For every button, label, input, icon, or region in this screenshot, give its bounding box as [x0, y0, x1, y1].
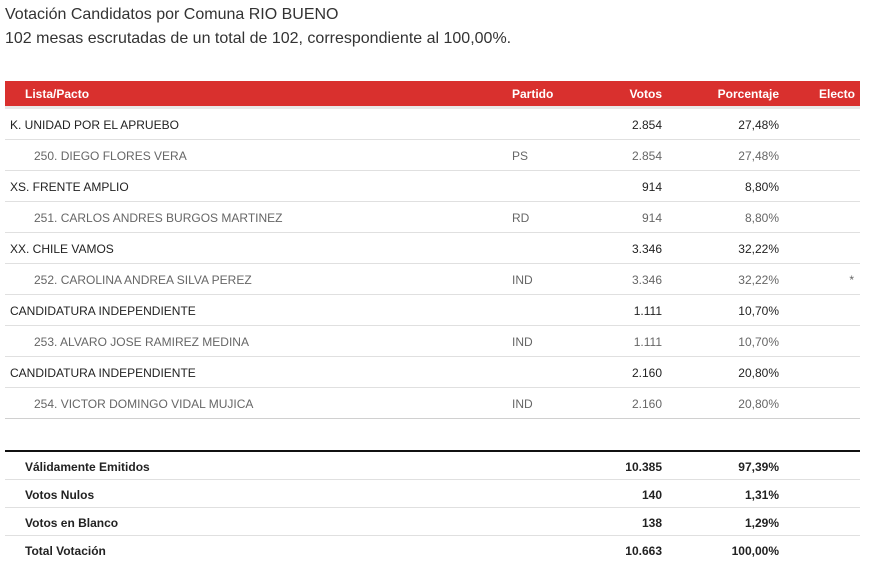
totals-label: Votos en Blanco: [25, 516, 119, 530]
table-end-divider: [5, 418, 860, 419]
row-votos: 2.854: [631, 149, 662, 163]
row-name: 254. VICTOR DOMINGO VIDAL MUJICA: [34, 397, 254, 411]
row-name: XS. FRENTE AMPLIO: [10, 180, 129, 194]
row-porcentaje: 8,80%: [744, 211, 779, 225]
row-porcentaje: 32,22%: [738, 273, 779, 287]
row-porcentaje: 8,80%: [744, 180, 779, 194]
list-row: CANDIDATURA INDEPENDIENTE 1.111 10,70%: [5, 295, 860, 326]
row-porcentaje: 32,22%: [738, 242, 779, 256]
totals-label: Votos Nulos: [25, 488, 95, 502]
row-partido: IND: [512, 335, 533, 349]
header-lista: Lista/Pacto: [25, 87, 90, 101]
totals-row: Válidamente Emitidos 10.385 97,39%: [5, 452, 860, 480]
page-title: Votación Candidatos por Comuna RIO BUENO: [5, 6, 339, 23]
header-votos: Votos: [629, 87, 662, 101]
totals-porcentaje: 1,31%: [744, 488, 779, 502]
row-votos: 1.111: [633, 335, 662, 349]
row-name: CANDIDATURA INDEPENDIENTE: [10, 366, 196, 380]
header-partido: Partido: [512, 87, 554, 101]
row-name: 251. CARLOS ANDRES BURGOS MARTINEZ: [34, 211, 283, 225]
list-row: XS. FRENTE AMPLIO 914 8,80%: [5, 171, 860, 202]
header-electo: Electo: [818, 87, 855, 101]
totals-label: Válidamente Emitidos: [25, 460, 150, 474]
row-electo: *: [849, 273, 854, 287]
totals-row: Votos Nulos 140 1,31%: [5, 480, 860, 508]
totals-table: Válidamente Emitidos 10.385 97,39% Votos…: [5, 450, 860, 563]
list-row: CANDIDATURA INDEPENDIENTE 2.160 20,80%: [5, 357, 860, 388]
candidate-row: 252. CAROLINA ANDREA SILVA PEREZ IND 3.3…: [5, 264, 860, 295]
header-porcentaje: Porcentaje: [717, 87, 779, 101]
row-votos: 1.111: [633, 304, 662, 318]
row-votos: 914: [641, 180, 662, 194]
row-porcentaje: 27,48%: [738, 118, 779, 132]
totals-votos: 138: [641, 516, 662, 530]
totals-votos: 10.663: [625, 544, 662, 558]
row-partido: RD: [512, 211, 530, 225]
totals-porcentaje: 97,39%: [738, 460, 779, 474]
totals-porcentaje: 100,00%: [731, 544, 779, 558]
totals-row: Total Votación 10.663 100,00%: [5, 536, 860, 563]
row-votos: 2.160: [631, 366, 662, 380]
row-name: 252. CAROLINA ANDREA SILVA PEREZ: [34, 273, 252, 287]
row-porcentaje: 27,48%: [738, 149, 779, 163]
page-subtitle: 102 mesas escrutadas de un total de 102,…: [5, 30, 512, 47]
list-row: XX. CHILE VAMOS 3.346 32,22%: [5, 233, 860, 264]
row-votos: 3.346: [631, 273, 662, 287]
table-header: Lista/Pacto Partido Votos Porcentaje Ele…: [5, 81, 860, 109]
row-porcentaje: 20,80%: [738, 397, 779, 411]
row-votos: 3.346: [631, 242, 662, 256]
row-partido: IND: [512, 273, 533, 287]
row-name: K. UNIDAD POR EL APRUEBO: [10, 118, 179, 132]
totals-label: Total Votación: [25, 544, 106, 558]
totals-votos: 10.385: [625, 460, 662, 474]
row-name: CANDIDATURA INDEPENDIENTE: [10, 304, 196, 318]
row-porcentaje: 10,70%: [738, 304, 779, 318]
row-porcentaje: 10,70%: [738, 335, 779, 349]
row-name: XX. CHILE VAMOS: [10, 242, 114, 256]
totals-row: Votos en Blanco 138 1,29%: [5, 508, 860, 536]
row-votos: 914: [641, 211, 662, 225]
row-votos: 2.160: [631, 397, 662, 411]
candidate-row: 254. VICTOR DOMINGO VIDAL MUJICA IND 2.1…: [5, 388, 860, 419]
list-row: K. UNIDAD POR EL APRUEBO 2.854 27,48%: [5, 109, 860, 140]
row-name: 250. DIEGO FLORES VERA: [34, 149, 187, 163]
row-partido: PS: [512, 149, 529, 163]
totals-votos: 140: [641, 488, 662, 502]
row-name: 253. ALVARO JOSE RAMIREZ MEDINA: [34, 335, 249, 349]
row-porcentaje: 20,80%: [738, 366, 779, 380]
totals-porcentaje: 1,29%: [744, 516, 779, 530]
candidate-row: 250. DIEGO FLORES VERA PS 2.854 27,48%: [5, 140, 860, 171]
candidate-row: 253. ALVARO JOSE RAMIREZ MEDINA IND 1.11…: [5, 326, 860, 357]
row-partido: IND: [512, 397, 533, 411]
row-votos: 2.854: [631, 118, 662, 132]
candidate-row: 251. CARLOS ANDRES BURGOS MARTINEZ RD 91…: [5, 202, 860, 233]
results-table: Lista/Pacto Partido Votos Porcentaje Ele…: [5, 81, 860, 419]
